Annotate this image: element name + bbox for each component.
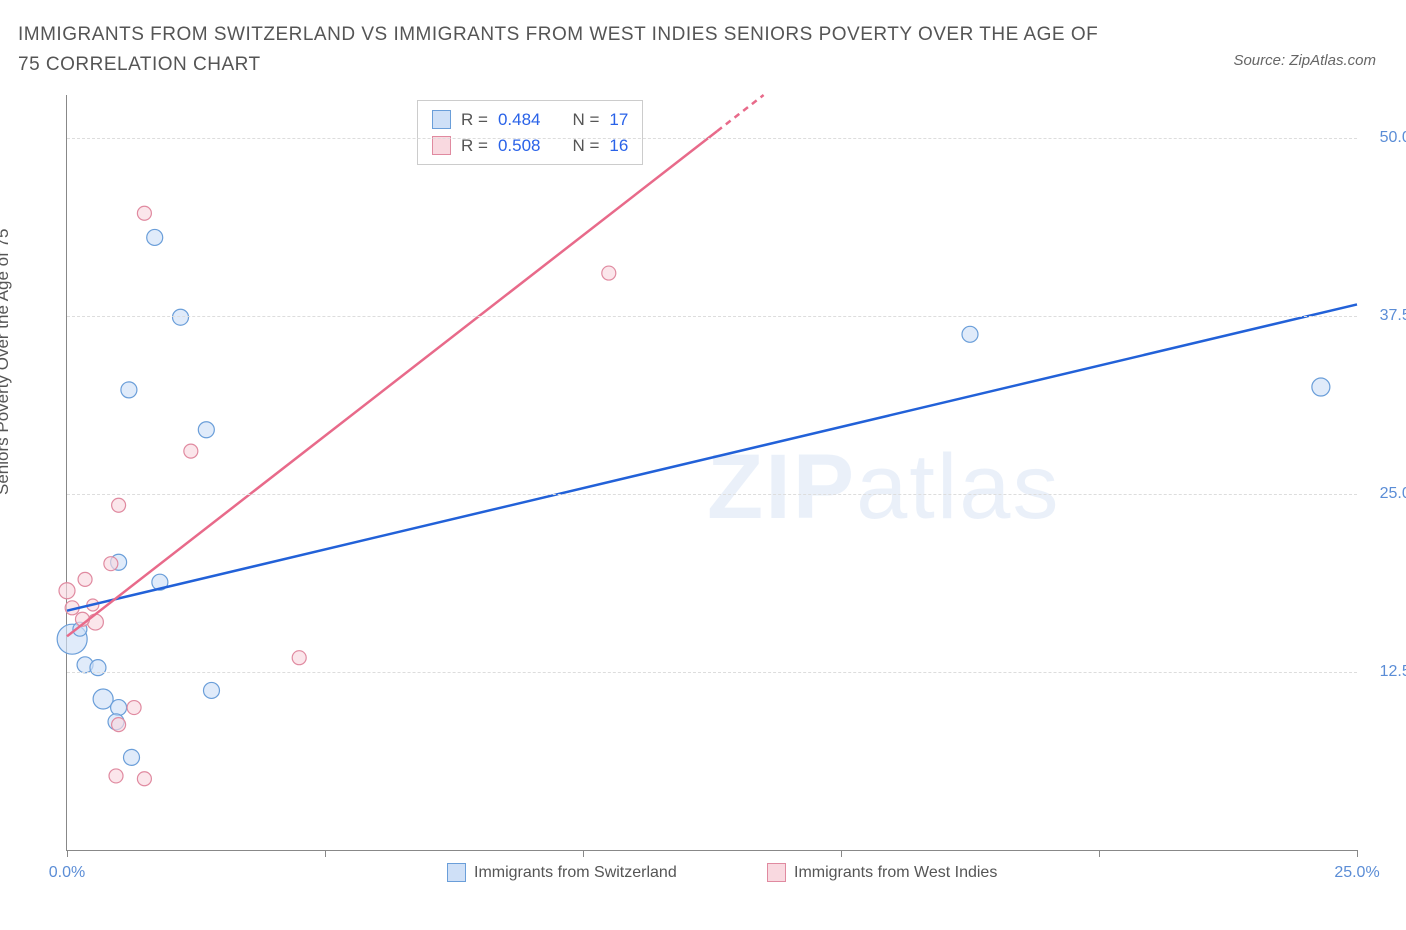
y-axis-label: Seniors Poverty Over the Age of 75	[0, 229, 13, 495]
trend-line-dashed	[717, 95, 763, 131]
x-tick-label: 0.0%	[49, 864, 85, 882]
y-tick-label: 25.0%	[1380, 485, 1406, 503]
y-tick-label: 50.0%	[1380, 129, 1406, 147]
chart-title: IMMIGRANTS FROM SWITZERLAND VS IMMIGRANT…	[18, 20, 1118, 81]
gridline	[67, 494, 1357, 495]
trend-line	[67, 304, 1357, 610]
x-tick	[325, 850, 326, 857]
x-tick	[583, 850, 584, 857]
data-point	[198, 422, 214, 438]
data-point	[87, 614, 103, 630]
data-point	[962, 326, 978, 342]
data-point	[78, 572, 92, 586]
gridline	[67, 138, 1357, 139]
data-point	[112, 498, 126, 512]
data-point	[112, 718, 126, 732]
data-point	[93, 689, 113, 709]
data-point	[184, 444, 198, 458]
x-tick	[1099, 850, 1100, 857]
data-point	[147, 229, 163, 245]
data-point	[90, 660, 106, 676]
data-point	[1312, 378, 1330, 396]
legend-bottom-west-indies: Immigrants from West Indies	[767, 863, 997, 882]
data-point	[59, 583, 75, 599]
x-tick	[841, 850, 842, 857]
data-point	[109, 769, 123, 783]
data-point	[137, 772, 151, 786]
data-point	[121, 382, 137, 398]
data-point	[124, 749, 140, 765]
data-point	[127, 701, 141, 715]
plot-svg	[67, 95, 1357, 850]
x-tick	[67, 850, 68, 857]
data-point	[104, 557, 118, 571]
y-tick-label: 37.5%	[1380, 307, 1406, 325]
data-point	[173, 309, 189, 325]
x-tick-label: 25.0%	[1334, 864, 1379, 882]
data-point	[137, 206, 151, 220]
data-point	[602, 266, 616, 280]
trend-line	[67, 131, 717, 636]
chart-container: Seniors Poverty Over the Age of 75 ZIPat…	[18, 95, 1388, 895]
data-point	[203, 682, 219, 698]
gridline	[67, 672, 1357, 673]
x-tick	[1357, 850, 1358, 857]
swatch-icon	[767, 863, 786, 882]
swatch-icon	[447, 863, 466, 882]
y-tick-label: 12.5%	[1380, 663, 1406, 681]
legend-label: Immigrants from Switzerland	[474, 864, 677, 882]
legend-label: Immigrants from West Indies	[794, 864, 997, 882]
plot-area: ZIPatlas R = 0.484 N = 17 R = 0.508 N = …	[66, 95, 1357, 851]
data-point	[111, 700, 127, 716]
data-point	[292, 651, 306, 665]
gridline	[67, 316, 1357, 317]
source-attribution: Source: ZipAtlas.com	[1233, 52, 1376, 69]
legend-bottom-switzerland: Immigrants from Switzerland	[447, 863, 677, 882]
